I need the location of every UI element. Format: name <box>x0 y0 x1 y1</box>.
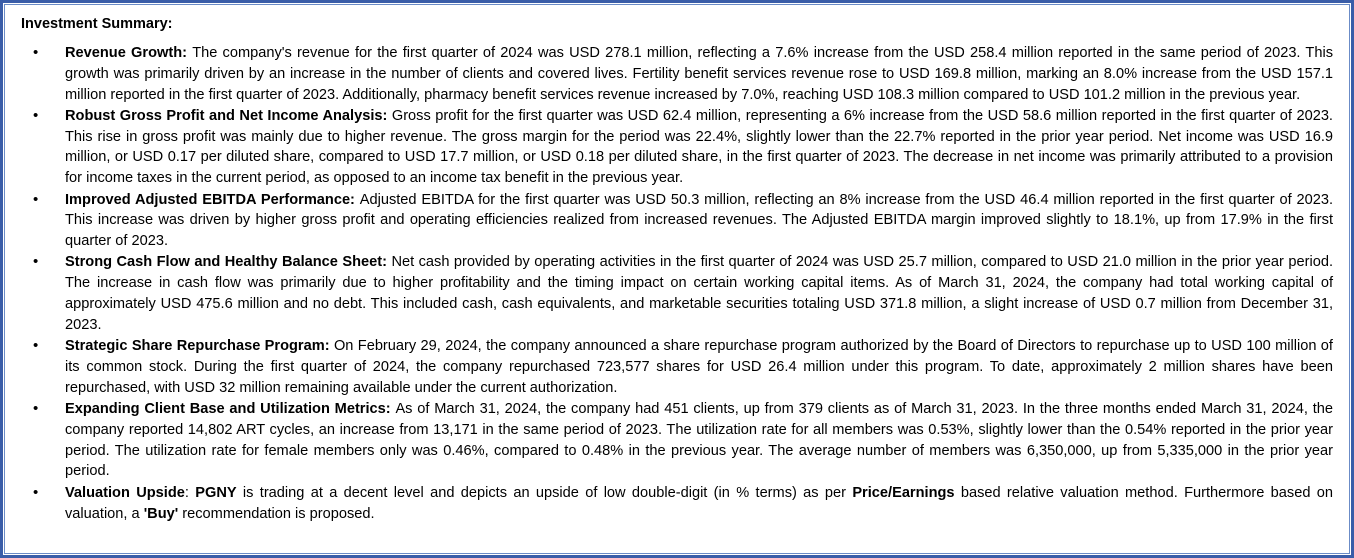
bullet-body-text: recommendation is proposed. <box>178 505 375 522</box>
bullet-list: Revenue Growth: The company's revenue fo… <box>21 43 1333 524</box>
bullet-body-text: Net cash provided by operating activitie… <box>65 254 1333 333</box>
bullet-item: Strong Cash Flow and Healthy Balance She… <box>21 252 1333 335</box>
bullet-item: Robust Gross Profit and Net Income Analy… <box>21 106 1333 189</box>
bullet-body-text: The company's revenue for the first quar… <box>65 45 1334 103</box>
bullet-body-text: is trading at a decent level and depicts… <box>236 484 853 501</box>
bullet-item: Improved Adjusted EBITDA Performance: Ad… <box>21 190 1333 252</box>
bullet-body-text: On February 29, 2024, the company announ… <box>65 338 1333 396</box>
bullet-lead-text: Expanding Client Base and Utilization Me… <box>65 401 396 418</box>
bullet-body-text: based relative valuation method. Further… <box>65 484 1333 522</box>
bullet-item: Revenue Growth: The company's revenue fo… <box>21 43 1333 105</box>
bullet-lead-text: Valuation Upside <box>65 484 185 501</box>
bullet-lead-text: PGNY <box>195 484 237 501</box>
document-title: Investment Summary: <box>21 16 173 32</box>
bullet-item: Valuation Upside: PGNY is trading at a d… <box>21 483 1333 525</box>
bullet-lead-text: 'Buy' <box>143 505 179 522</box>
bullet-body-text: Adjusted EBITDA for the first quarter wa… <box>65 191 1333 250</box>
bullet-lead-text: Improved Adjusted EBITDA Performance: <box>65 191 360 208</box>
bullet-item: Strategic Share Repurchase Program: On F… <box>21 336 1333 398</box>
bullet-body-text: Gross profit for the first quarter was U… <box>65 107 1333 187</box>
bullet-lead-text: Strategic Share Repurchase Program: <box>65 338 334 355</box>
bullet-lead-text: Price/Earnings <box>852 484 955 501</box>
bullet-body-text: : <box>184 484 196 501</box>
bullet-body-text: As of March 31, 2024, the company had 45… <box>65 401 1333 480</box>
bullet-lead-text: Strong Cash Flow and Healthy Balance She… <box>65 254 392 271</box>
bullet-item: Expanding Client Base and Utilization Me… <box>21 399 1333 482</box>
bullet-lead-text: Revenue Growth: <box>65 45 193 61</box>
bullet-lead-text: Robust Gross Profit and Net Income Analy… <box>65 107 392 124</box>
